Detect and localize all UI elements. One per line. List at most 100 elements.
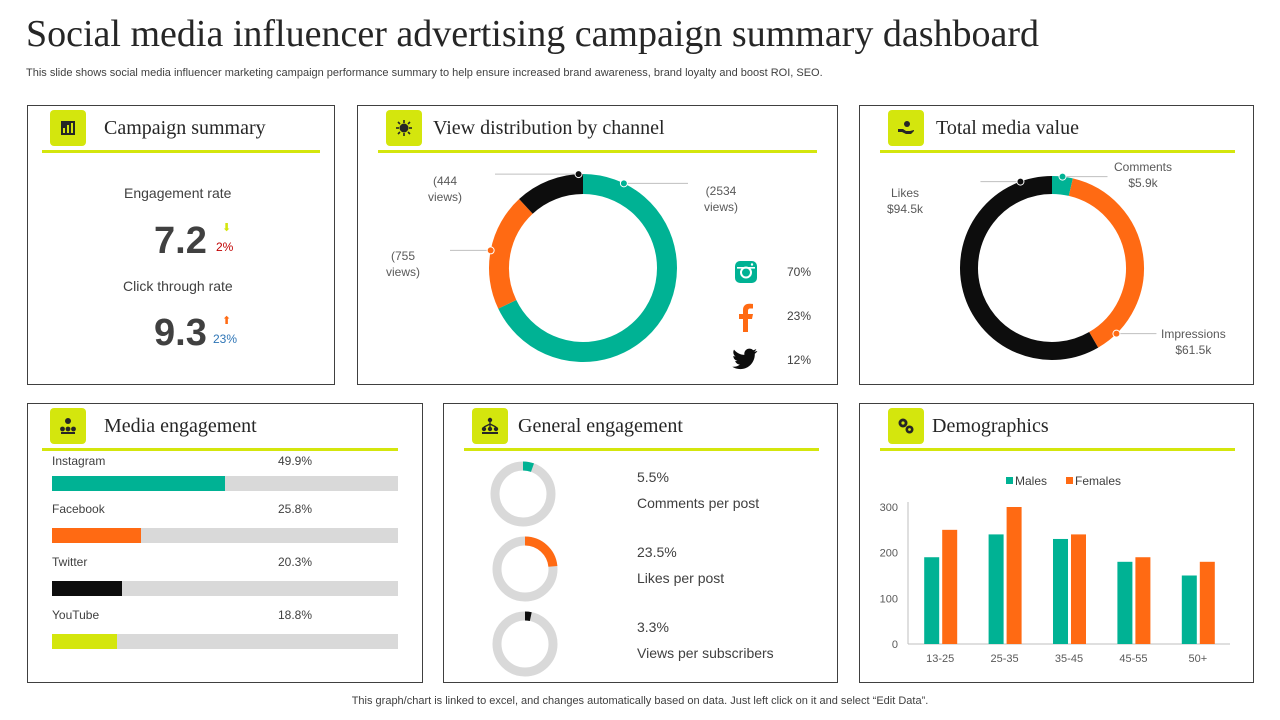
leader-comments-dot [1058,172,1067,181]
x-tick-label: 50+ [1188,653,1207,665]
general-engagement-card: General engagement 5.5% Comments per pos… [443,403,838,683]
bar-fill-instagram [52,476,225,491]
card-title: Media engagement [104,415,257,437]
legend-swatch-males [1006,477,1013,484]
bar-label-youtube: YouTube [52,608,100,622]
media-engagement-card: Media engagement Instagram 49.9% Facebook 2… [27,403,423,683]
x-tick-label: 25-35 [991,653,1019,665]
card-header: View distribution by channel [378,106,817,153]
bar-label-facebook: Facebook [52,502,105,516]
ctr-label: Click through rate [123,278,233,294]
annotation-teal: (2534 views) [704,184,739,214]
ctr-change: 23% [213,332,238,346]
card-title: View distribution by channel [433,117,665,139]
legend-label-females: Females [1075,474,1121,488]
slice-teal [498,174,677,362]
comments-per-post-label: Comments per post [637,495,760,511]
bar-females-13-25 [942,529,958,644]
arrow-up-icon: ⬆ [222,315,232,327]
bar-males-13-25 [924,557,940,644]
bar-females-35-45 [1071,534,1086,644]
channel-pct-facebook: 23% [787,309,812,323]
total-media-value-card: Total media value Comments $5.9k Likes $… [859,105,1254,385]
page-subtitle: This slide shows social media influencer… [26,67,823,79]
bar-value-instagram: 49.9% [278,454,313,468]
leader-likes-dot [1016,177,1025,186]
virus-icon [386,110,422,146]
bar-track [52,634,398,649]
view-distribution-card: View distribution by channel (2534 views… [357,105,838,385]
gauge-track [490,461,556,527]
bar-value-youtube: 18.8% [278,608,313,622]
ctr-value: 9.3 [154,312,207,354]
engagement-rate-label: Engagement rate [124,185,232,201]
x-tick-label: 35-45 [1055,653,1083,665]
bar-value-twitter: 20.3% [278,555,313,569]
bar-fill-youtube [52,634,118,649]
engagement-rate-value: 7.2 [154,220,207,262]
total-media-value-donut [960,172,1157,360]
people-icon [50,408,86,444]
bar-fill-facebook [52,528,142,543]
general-engagement-gauges [490,461,558,677]
arrow-down-icon: ⬇ [222,222,232,234]
gauge-fill-1 [524,536,558,568]
bar-label-instagram: Instagram [52,454,106,468]
card-header: Media engagement [42,404,398,451]
bar-label-twitter: Twitter [52,555,88,569]
card-title: Campaign summary [104,117,266,139]
slice-comments [1051,176,1073,196]
views-per-subscribers-value: 3.3% [637,619,669,635]
leader-black-dot [574,170,583,179]
legend-swatch-females [1066,477,1073,484]
card-header: General engagement [464,404,819,451]
bar-males-25-35 [988,534,1004,644]
leader-orange-dot [486,246,495,255]
view-distribution-donut [450,170,688,362]
instagram-icon [734,260,758,289]
gears-icon [888,408,924,444]
bar-value-facebook: 25.8% [278,502,313,516]
channel-pct-instagram: 70% [787,265,812,279]
slice-likes [960,176,1099,360]
y-tick-label: 300 [880,502,898,514]
bar-track [52,528,398,543]
slice-impressions [1068,178,1144,348]
gauge-track [492,611,558,677]
demographics-card: Demographics 0 100 200 300 13-25 25-35 35-45 45… [859,403,1254,683]
footer-note: This graph/chart is linked to excel, and… [351,695,929,707]
card-title: Demographics [932,415,1049,437]
demographics-chart: 0 100 200 300 13-25 25-35 35-45 45-55 50+ Males Fe… [880,474,1230,665]
slice-orange [489,199,533,309]
bar-females-50+ [1199,561,1215,644]
card-title: General engagement [518,415,683,437]
hand-money-icon [888,110,924,146]
comments-per-post-value: 5.5% [637,469,669,485]
bar-track [52,476,398,491]
bar-males-35-45 [1053,538,1068,644]
comments-label: Comments $5.9k [1114,160,1173,190]
leader-impressions-dot [1112,329,1121,338]
annotation-black: (444 views) [428,174,463,204]
network-icon [472,408,508,444]
impressions-label: Impressions $61.5k [1161,327,1226,357]
x-tick-label: 13-25 [926,653,954,665]
page-title: Social media influencer advertising camp… [26,13,1040,55]
x-tick-label: 45-55 [1119,653,1147,665]
likes-per-post-value: 23.5% [637,544,677,560]
leader-teal-dot [619,179,628,188]
likes-label: Likes $94.5k [887,186,924,216]
gauge-fill-2 [524,611,532,622]
views-per-subscribers-label: Views per subscribers [637,645,774,661]
bar-males-50+ [1181,575,1197,644]
facebook-icon [734,302,758,337]
y-tick-label: 0 [892,639,898,651]
bar-females-45-55 [1135,557,1151,644]
engagement-change: 2% [216,240,234,254]
gauge-fill-0 [522,461,535,472]
y-tick-label: 200 [880,548,898,560]
twitter-icon [732,348,758,375]
y-tick-label: 100 [880,593,898,605]
likes-per-post-label: Likes per post [637,570,725,586]
card-header: Campaign summary [42,106,320,153]
